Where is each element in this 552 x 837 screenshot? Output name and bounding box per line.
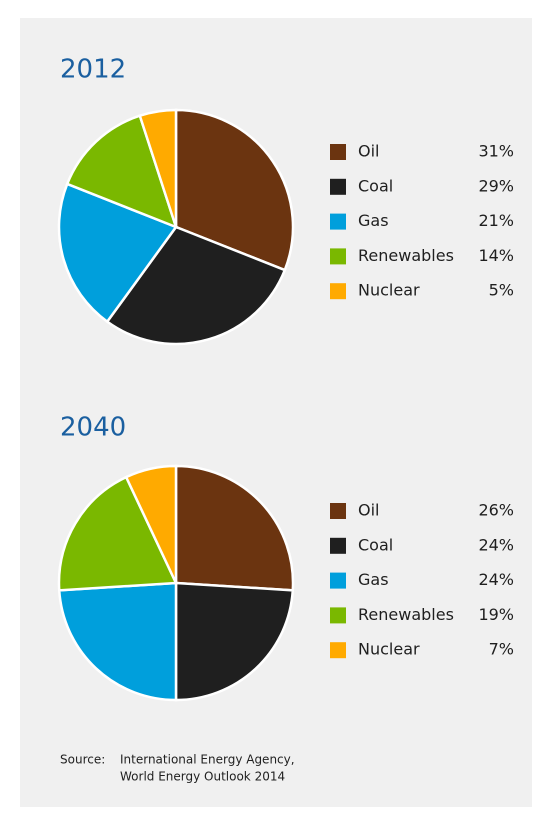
legend-swatch bbox=[330, 537, 346, 554]
legend-swatch bbox=[330, 283, 346, 300]
legend-value: 26% bbox=[478, 501, 514, 520]
legend-value: 21% bbox=[478, 211, 514, 230]
legend-swatch bbox=[330, 213, 346, 230]
legend-swatch bbox=[330, 642, 346, 659]
pie-slice bbox=[124, 464, 178, 584]
legend-swatch bbox=[330, 607, 346, 624]
legend-label: Coal bbox=[358, 176, 393, 195]
chart-title: 2040 bbox=[60, 413, 126, 443]
legend-value: 24% bbox=[478, 570, 514, 589]
legend-value: 31% bbox=[478, 142, 514, 161]
legend-label: Nuclear bbox=[358, 281, 420, 300]
legend-value: 14% bbox=[478, 246, 514, 265]
source-line: International Energy Agency, bbox=[120, 753, 295, 767]
pie-slice bbox=[138, 108, 178, 228]
legend-swatch bbox=[330, 572, 346, 589]
pie-slice bbox=[174, 581, 295, 702]
pie-slice bbox=[57, 475, 178, 592]
legend-label: Oil bbox=[358, 142, 379, 161]
legend-value: 5% bbox=[489, 281, 514, 300]
pie-slice bbox=[57, 581, 178, 702]
legend-value: 29% bbox=[478, 176, 514, 195]
source-label: Source: bbox=[60, 753, 105, 767]
legend-swatch bbox=[330, 178, 346, 195]
legend-label: Coal bbox=[358, 535, 393, 554]
legend-swatch bbox=[330, 503, 346, 519]
legend-label: Gas bbox=[358, 211, 389, 230]
legend-label: Renewables bbox=[358, 605, 454, 624]
legend-label: Gas bbox=[358, 570, 389, 589]
legend-label: Nuclear bbox=[358, 640, 420, 659]
pie-slice bbox=[57, 182, 178, 324]
legend-value: 19% bbox=[478, 605, 514, 624]
legend-swatch bbox=[330, 248, 346, 265]
legend-value: 7% bbox=[489, 640, 514, 659]
legend-label: Renewables bbox=[358, 246, 454, 265]
chart-title: 2012 bbox=[60, 55, 126, 85]
pie-slice bbox=[174, 464, 295, 592]
legend-label: Oil bbox=[358, 501, 379, 520]
legend-value: 24% bbox=[478, 535, 514, 554]
pie-slice bbox=[105, 225, 287, 346]
legend-swatch bbox=[330, 144, 346, 160]
source-line: World Energy Outlook 2014 bbox=[120, 770, 285, 784]
pie-slice bbox=[174, 108, 295, 272]
